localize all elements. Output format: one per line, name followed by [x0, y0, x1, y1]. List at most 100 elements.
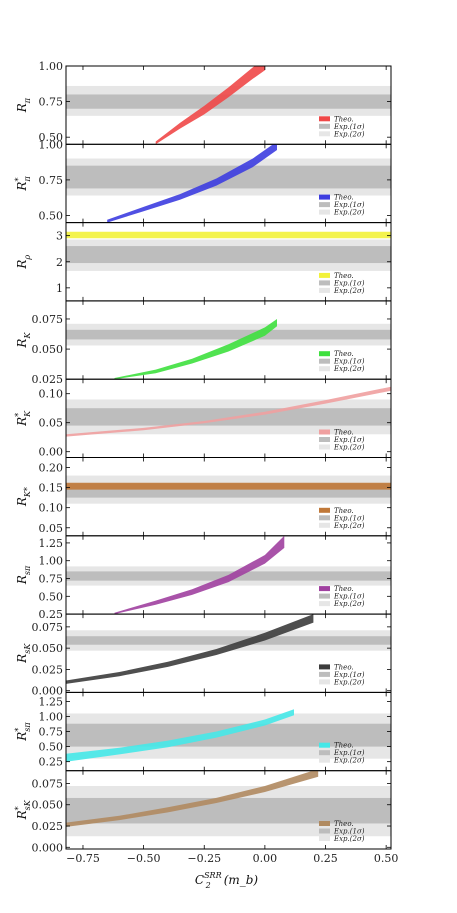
legend-exp2-swatch [319, 287, 330, 293]
legend: Theo.Exp.(1σ)Exp.(2σ) [319, 429, 365, 452]
legend-theo-swatch [319, 586, 330, 592]
legend-exp2-label: Exp.(2σ) [333, 835, 365, 843]
legend-exp1-swatch [319, 202, 330, 208]
theory-band [66, 770, 319, 827]
legend-theo-swatch [319, 194, 330, 200]
y-tick-label: 0.10 [39, 502, 64, 515]
y-tick-label: 1.00 [39, 60, 64, 73]
x-tick-label: −0.75 [66, 852, 100, 865]
legend: Theo.Exp.(1σ)Exp.(2σ) [319, 350, 365, 373]
exp-1sigma-band [66, 636, 391, 645]
legend-exp1-swatch [319, 671, 330, 677]
y-tick-label: 0.075 [32, 621, 64, 634]
legend-exp2-swatch [319, 601, 330, 607]
panel-5: 0.00 0.05 0.10 R*K Theo.Exp.(1σ)Exp.(2σ) [14, 378, 392, 459]
y-axis-label: R*π [14, 176, 32, 192]
theory-band [66, 482, 391, 490]
legend-exp2-swatch [319, 679, 330, 685]
y-tick-label: 0.000 [32, 841, 64, 854]
legend-exp2-swatch [319, 444, 330, 450]
x-axis-label: CSRR 2 (m_b) [195, 871, 259, 890]
legend-exp1-label: Exp.(1σ) [333, 358, 365, 366]
legend: Theo.Exp.(1σ)Exp.(2σ) [319, 507, 365, 530]
legend-exp1-label: Exp.(1σ) [333, 514, 365, 522]
y-tick-label: 0.050 [32, 799, 64, 812]
legend: Theo.Exp.(1σ)Exp.(2σ) [319, 272, 365, 295]
legend-theo-label: Theo. [334, 820, 354, 828]
legend-exp2-label: Exp.(2σ) [333, 600, 365, 608]
x-tick-label: 0.50 [374, 852, 399, 865]
legend-exp2-label: Exp.(2σ) [333, 130, 365, 138]
legend-exp1-label: Exp.(1σ) [333, 436, 365, 444]
panel-1: 0.50 0.75 1.00 Rπ Theo.Exp.(1σ)Exp.(2σ) [15, 60, 392, 145]
legend-theo-label: Theo. [334, 350, 354, 358]
legend-exp2-swatch [319, 522, 330, 528]
legend-theo-swatch [319, 116, 330, 122]
theory-band [66, 614, 314, 684]
legend-theo-label: Theo. [334, 194, 354, 202]
legend-theo-swatch [319, 507, 330, 513]
y-tick-label: 0.00 [39, 446, 64, 459]
legend-exp2-swatch [319, 836, 330, 841]
y-tick-label: 0.15 [39, 482, 64, 495]
legend-exp1-label: Exp.(1σ) [333, 123, 365, 131]
y-tick-label: 0.75 [39, 573, 64, 586]
legend-exp2-label: Exp.(2σ) [333, 365, 365, 373]
legend-exp1-label: Exp.(1σ) [333, 671, 365, 679]
panel-2: 0.50 0.75 1.00 R*π Theo.Exp.(1σ)Exp.(2σ) [14, 138, 392, 224]
legend: Theo.Exp.(1σ)Exp.(2σ) [319, 663, 365, 686]
legend-theo-swatch [319, 821, 330, 826]
legend-exp2-label: Exp.(2σ) [333, 678, 365, 686]
x-tick-label: −0.50 [127, 852, 161, 865]
y-tick-label: 1.00 [39, 138, 64, 151]
legend-exp1-swatch [319, 515, 330, 521]
y-tick-label: 0.50 [39, 590, 64, 603]
legend-theo-label: Theo. [334, 115, 354, 123]
legend-exp2-label: Exp.(2σ) [333, 287, 365, 295]
y-axis-label: RsK [15, 643, 32, 664]
legend-exp1-swatch [319, 593, 330, 599]
exp-1sigma-band [66, 94, 391, 109]
y-tick-label: 1.00 [39, 710, 64, 723]
panel-3: 1 2 3 Rρ Theo.Exp.(1σ)Exp.(2σ) [15, 222, 392, 302]
legend-theo-swatch [319, 351, 330, 357]
y-tick-label: 0.050 [32, 642, 64, 655]
y-tick-label: 0.025 [32, 663, 64, 676]
y-axis-label: R*sK [14, 799, 32, 820]
y-tick-label: 0.025 [32, 820, 64, 833]
x-axis: −0.75 −0.50 −0.25 0.00 0.25 0.50 [66, 852, 398, 865]
legend-exp2-swatch [319, 131, 330, 137]
legend-exp2-label: Exp.(2σ) [333, 209, 365, 217]
legend-exp1-swatch [319, 437, 330, 442]
legend-theo-swatch [319, 742, 330, 748]
theory-band [66, 709, 294, 762]
panel-frame [65, 770, 392, 850]
legend-theo-swatch [319, 429, 330, 435]
exp-1sigma-band [66, 723, 391, 747]
legend: Theo.Exp.(1σ)Exp.(2σ) [319, 115, 365, 138]
legend-exp2-swatch [319, 366, 330, 372]
y-tick-label: 0.075 [32, 777, 64, 790]
legend-theo-swatch [319, 664, 330, 670]
legend-exp2-swatch [319, 757, 330, 763]
panel-9: 0.25 0.50 0.75 1.00 1.25 R*sπ Theo.Exp.(1σ)Exp… [14, 691, 392, 772]
y-tick-label: 0.05 [39, 417, 64, 430]
y-tick-label: 0.50 [39, 131, 64, 144]
y-tick-label: 0.20 [39, 462, 64, 475]
y-tick-label: 1.00 [39, 555, 64, 568]
legend-exp2-label: Exp.(2σ) [333, 522, 365, 530]
y-tick-label: 2 [56, 256, 63, 269]
y-axis-label: Rπ [15, 97, 32, 113]
y-tick-label: 3 [56, 230, 63, 243]
legend: Theo.Exp.(1σ)Exp.(2σ) [319, 194, 365, 217]
exp-1sigma-band [66, 329, 391, 340]
legend-theo-label: Theo. [334, 272, 354, 280]
y-tick-label: 0.50 [39, 209, 64, 222]
legend-theo-label: Theo. [334, 742, 354, 750]
y-tick-label: 0.75 [39, 96, 64, 109]
legend-theo-label: Theo. [334, 585, 354, 593]
chart-panels: 0.500.751.00RπTheo.Exp.(1σ)Exp.(2σ)0.500… [14, 60, 392, 854]
